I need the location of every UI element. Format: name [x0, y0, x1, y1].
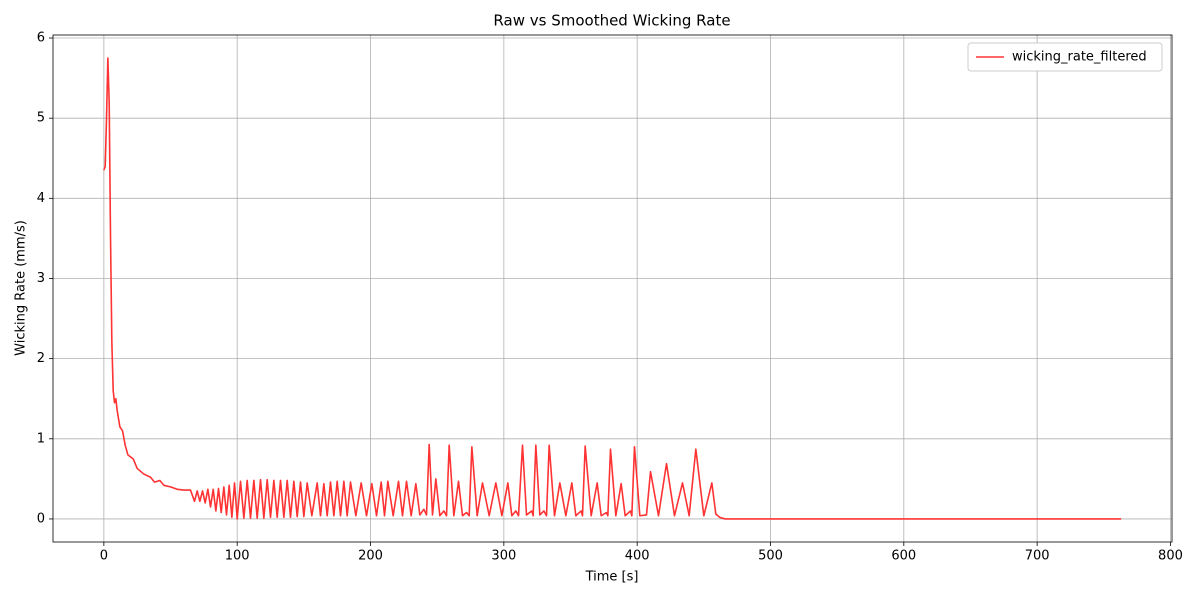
x-tick-label: 700 — [1025, 549, 1050, 564]
y-tick-label: 1 — [37, 431, 45, 446]
y-tick-label: 4 — [37, 191, 45, 206]
chart-title: Raw vs Smoothed Wicking Rate — [493, 12, 730, 30]
y-tick-label: 0 — [37, 511, 45, 526]
x-tick-label: 0 — [100, 549, 108, 564]
y-tick-label: 3 — [37, 271, 45, 286]
x-axis-label: Time [s] — [585, 570, 639, 585]
x-tick-label: 200 — [358, 549, 383, 564]
legend-label: wicking_rate_filtered — [1012, 50, 1147, 65]
y-axis-label: Wicking Rate (mm/s) — [14, 220, 29, 356]
x-tick-label: 100 — [225, 549, 250, 564]
x-tick-label: 300 — [491, 549, 516, 564]
line — [103, 57, 1122, 520]
x-tick-label: 500 — [758, 549, 783, 564]
plot-frame — [52, 34, 1173, 543]
y-tick-label: 2 — [37, 351, 45, 366]
x-tick-label: 600 — [891, 549, 916, 564]
y-tick-label: 6 — [37, 31, 45, 46]
y-tick-label: 5 — [37, 111, 45, 126]
legend-box — [967, 42, 1163, 72]
x-tick-label: 800 — [1158, 549, 1183, 564]
x-tick-label: 400 — [625, 549, 650, 564]
